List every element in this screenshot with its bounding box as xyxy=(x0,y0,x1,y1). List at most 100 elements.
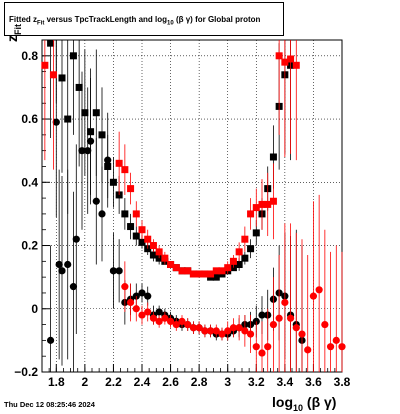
data-point-square xyxy=(247,245,255,253)
data-point-square xyxy=(98,131,106,139)
data-point-circle xyxy=(201,327,209,335)
data-point-square xyxy=(75,83,83,91)
data-point-circle xyxy=(58,267,66,275)
x-tick-label: 3.8 xyxy=(334,375,351,389)
data-point-square xyxy=(247,210,255,218)
data-point-square xyxy=(195,270,203,278)
data-point-square xyxy=(281,58,289,66)
data-point-circle xyxy=(258,349,266,357)
data-point-square xyxy=(235,260,243,268)
data-point-square xyxy=(121,166,129,174)
data-point-circle xyxy=(104,156,112,164)
data-point-circle xyxy=(172,320,180,329)
data-point-circle xyxy=(304,346,312,354)
data-point-circle xyxy=(235,324,243,332)
data-point-circle xyxy=(144,292,152,300)
data-point-circle xyxy=(166,317,175,326)
data-point-square xyxy=(115,159,123,167)
title-subscript-2: 10 xyxy=(167,20,174,27)
data-point-circle xyxy=(275,314,283,322)
data-point-square xyxy=(127,185,135,193)
data-point-circle xyxy=(298,330,306,338)
data-point-circle xyxy=(338,343,346,351)
title-subscript-1: Fit xyxy=(37,20,45,27)
data-point-circle xyxy=(178,317,186,326)
data-point-square xyxy=(275,52,283,60)
data-point-square xyxy=(207,270,215,278)
x-tick-label: 3 xyxy=(224,375,231,389)
data-point-square xyxy=(64,115,72,123)
data-point-circle xyxy=(121,283,129,291)
data-point-circle xyxy=(195,324,203,332)
data-point-circle xyxy=(109,267,118,275)
y-tick-label: 0.2 xyxy=(21,239,38,253)
x-title-sub: 10 xyxy=(293,402,304,413)
x-tick-label: 2.6 xyxy=(162,375,179,389)
data-point-square xyxy=(172,264,180,272)
data-point-square xyxy=(201,270,209,278)
title-text-1: Fitted z xyxy=(9,15,37,24)
x-tick-label: 1.8 xyxy=(48,375,65,389)
data-point-circle xyxy=(52,118,60,126)
data-point-square xyxy=(58,74,66,82)
data-point-square xyxy=(229,257,237,265)
data-point-circle xyxy=(138,289,146,297)
data-point-circle xyxy=(149,314,158,322)
data-point-circle xyxy=(86,137,95,145)
data-point-circle xyxy=(292,324,300,332)
chart-title: Fitted zFit versus TpcTrackLength and lo… xyxy=(4,2,284,36)
data-point-square xyxy=(218,267,226,275)
x-title-main: log xyxy=(272,394,293,410)
data-point-circle xyxy=(246,330,255,338)
data-point-circle xyxy=(69,283,78,291)
data-point-circle xyxy=(206,327,215,335)
data-point-circle xyxy=(258,311,266,319)
data-point-circle xyxy=(315,286,323,294)
data-point-circle xyxy=(264,343,272,351)
data-point-square xyxy=(235,248,243,256)
data-point-square xyxy=(81,109,89,117)
data-point-circle xyxy=(161,314,169,322)
data-point-square xyxy=(138,238,146,246)
data-point-circle xyxy=(98,210,106,218)
data-point-circle xyxy=(132,305,140,313)
y-title-sub: Fit xyxy=(12,24,23,35)
data-point-circle xyxy=(84,147,92,155)
x-tick-label: 2.8 xyxy=(191,375,208,389)
data-point-square xyxy=(212,267,220,275)
data-point-circle xyxy=(189,324,198,332)
data-point-square xyxy=(269,153,277,161)
data-point-square xyxy=(127,223,135,231)
data-point-circle xyxy=(281,298,289,307)
data-point-square xyxy=(184,267,192,275)
x-tick-label: 3.4 xyxy=(277,375,294,389)
data-point-circle xyxy=(115,267,123,275)
data-point-square xyxy=(258,200,266,208)
data-point-square xyxy=(287,55,295,63)
y-axis-title: zFit xyxy=(4,24,23,42)
data-point-circle xyxy=(72,235,80,243)
data-point-circle xyxy=(155,308,163,316)
data-point-circle xyxy=(126,298,135,307)
data-point-circle xyxy=(218,330,226,338)
x-axis-title: log10 (β γ) xyxy=(272,394,336,413)
title-text-3: (β γ) for Global proton xyxy=(173,15,261,24)
data-point-square xyxy=(241,254,249,262)
data-point-square xyxy=(121,210,129,218)
data-point-circle xyxy=(55,260,63,269)
y-tick-label: −0.2 xyxy=(14,365,38,379)
data-point-circle xyxy=(252,343,260,351)
data-point-square xyxy=(167,260,175,268)
x-title-rest: (β γ) xyxy=(303,394,337,410)
data-point-square xyxy=(155,254,163,262)
data-point-square xyxy=(224,264,232,272)
data-point-square xyxy=(252,229,260,237)
data-point-circle xyxy=(78,147,86,155)
y-tick-label: 0.4 xyxy=(21,175,38,189)
data-point-circle xyxy=(64,260,72,269)
data-point-circle xyxy=(144,308,152,316)
data-point-circle xyxy=(321,320,329,329)
data-point-circle xyxy=(155,317,163,326)
data-point-square xyxy=(149,251,157,259)
